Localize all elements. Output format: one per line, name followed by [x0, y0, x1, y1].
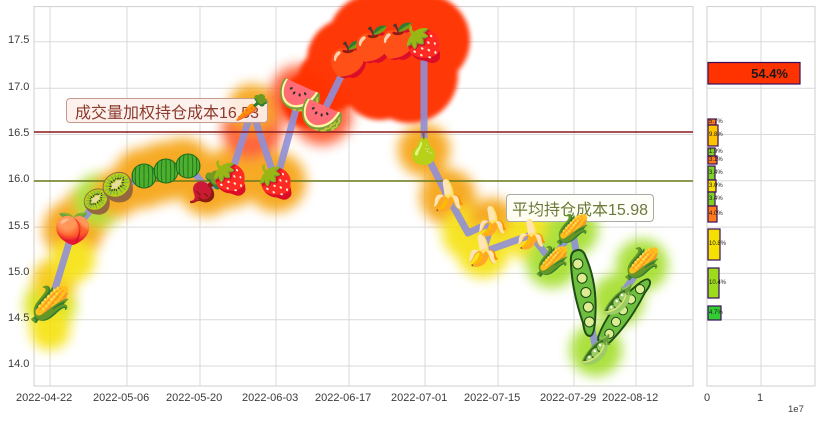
svg-text:9.8%: 9.8%: [709, 132, 723, 138]
svg-text:10.8%: 10.8%: [709, 241, 727, 247]
svg-text:10.4%: 10.4%: [709, 280, 727, 286]
svg-text:4.0%: 4.0%: [709, 211, 723, 217]
svg-text:1.9%: 1.9%: [709, 149, 723, 155]
svg-text:3.4%: 3.4%: [709, 170, 723, 176]
svg-text:5.7%: 5.7%: [709, 119, 723, 125]
svg-text:3.1%: 3.1%: [709, 157, 723, 163]
svg-text:3.4%: 3.4%: [709, 196, 723, 202]
svg-text:3.0%: 3.0%: [709, 183, 723, 189]
svg-text:4.7%: 4.7%: [709, 310, 723, 316]
